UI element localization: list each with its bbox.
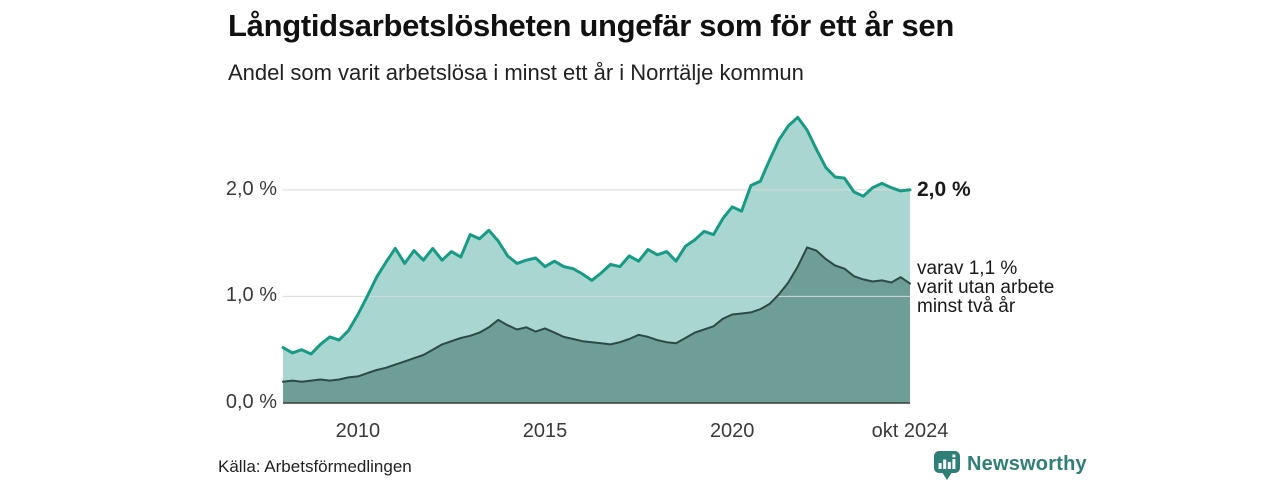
newsworthy-logo-icon [934,451,960,480]
x-axis-tick-label: 2015 [522,420,568,442]
newsworthy-logo: Newsworthy [934,451,1087,480]
y-axis-tick-label: 0,0 % [225,391,277,413]
newsworthy-wordmark: Newsworthy [967,453,1087,475]
end-value-label-two-years: varav 1,1 % varit utan arbete minst två … [917,258,1055,317]
x-axis-tick-label: okt 2024 [871,420,949,442]
page-subtitle: Andel som varit arbetslösa i minst ett å… [228,60,804,85]
page-title: Långtidsarbetslösheten ungefär som för e… [228,8,955,43]
y-axis-tick-label: 1,0 % [225,284,277,307]
x-axis-tick-label: 2010 [335,420,381,442]
x-axis-tick-label: 2020 [709,420,755,442]
y-axis-tick-label: 2,0 % [225,177,277,200]
source-text: Källa: Arbetsförmedlingen [218,457,412,476]
end-value-label-total: 2,0 % [917,178,971,201]
